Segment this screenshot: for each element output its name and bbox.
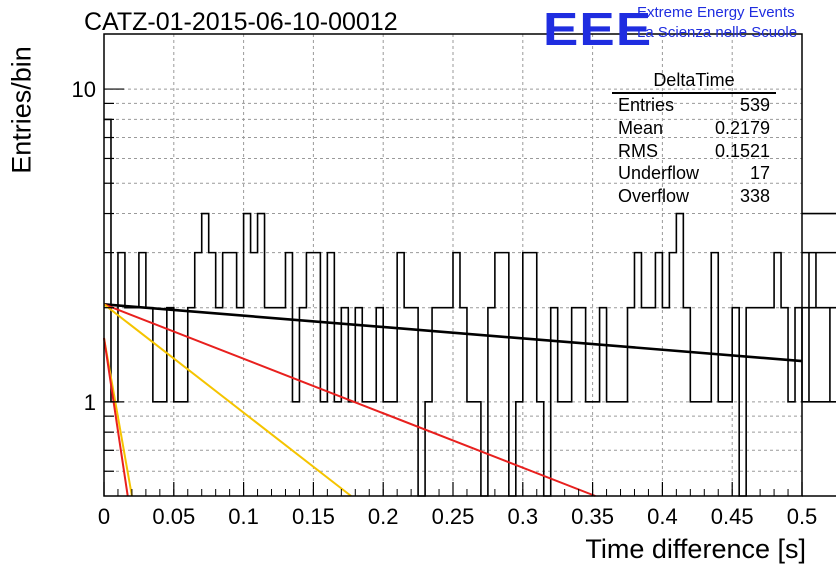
chart-title: CATZ-01-2015-06-10-00012 xyxy=(84,8,398,36)
stats-box: DeltaTime Entries 539 Mean 0.2179 RMS 0.… xyxy=(612,68,776,208)
logo-line-1: Extreme Energy Events xyxy=(637,4,795,21)
y-tick-label: 10 xyxy=(72,77,96,102)
stats-value: 0.2179 xyxy=(714,117,770,138)
tick-labels: 0 0.05 0.1 0.15 0.2 0.25 0.3 0.35 0.4 0.45 0.5 1 10 xyxy=(72,77,818,529)
x-tick-label: 0 xyxy=(98,504,110,529)
fit-line-0 xyxy=(103,303,803,363)
stats-row-overflow: Overflow 338 xyxy=(612,185,776,208)
fit-line-2 xyxy=(103,303,352,497)
logo-line-2: La Scienza nelle Scuole xyxy=(637,24,798,41)
histogram xyxy=(104,118,836,497)
stats-row-mean: Mean 0.2179 xyxy=(612,117,776,140)
stats-label: Overflow xyxy=(618,186,690,207)
fit-line-1 xyxy=(103,303,596,497)
stats-title: DeltaTime xyxy=(612,68,776,94)
x-tick-label: 0.45 xyxy=(711,504,754,529)
stats-label: Entries xyxy=(618,95,675,115)
eee-logo: EEE xyxy=(543,3,653,55)
x-tick-label: 0.4 xyxy=(647,504,678,529)
stats-label: RMS xyxy=(618,140,658,161)
x-tick-label: 0.15 xyxy=(292,504,335,529)
x-tick-label: 0.5 xyxy=(787,504,818,529)
fit-lines xyxy=(103,303,803,497)
stats-row-entries: Entries 539 xyxy=(612,94,776,117)
stats-value: 539 xyxy=(739,95,770,115)
y-tick-label: 1 xyxy=(84,390,96,415)
fit-line-4 xyxy=(103,337,129,497)
stats-row-rms: RMS 0.1521 xyxy=(612,140,776,163)
stats-label: Mean xyxy=(618,117,664,138)
stats-label: Underflow xyxy=(618,163,700,184)
x-tick-label: 0.3 xyxy=(508,504,539,529)
x-tick-label: 0.35 xyxy=(571,504,614,529)
axis-ticks xyxy=(103,88,803,496)
x-tick-label: 0.25 xyxy=(432,504,475,529)
x-tick-label: 0.05 xyxy=(152,504,195,529)
stats-value: 17 xyxy=(749,163,770,184)
stats-value: 338 xyxy=(739,186,770,207)
histogram-outline xyxy=(104,118,836,497)
stats-row-underflow: Underflow 17 xyxy=(612,162,776,185)
y-axis-label: Entries/bin xyxy=(6,46,37,174)
x-axis-label: Time difference [s] xyxy=(585,534,806,564)
x-tick-label: 0.2 xyxy=(368,504,399,529)
stats-value: 0.1521 xyxy=(714,140,770,161)
x-tick-label: 0.1 xyxy=(228,504,259,529)
